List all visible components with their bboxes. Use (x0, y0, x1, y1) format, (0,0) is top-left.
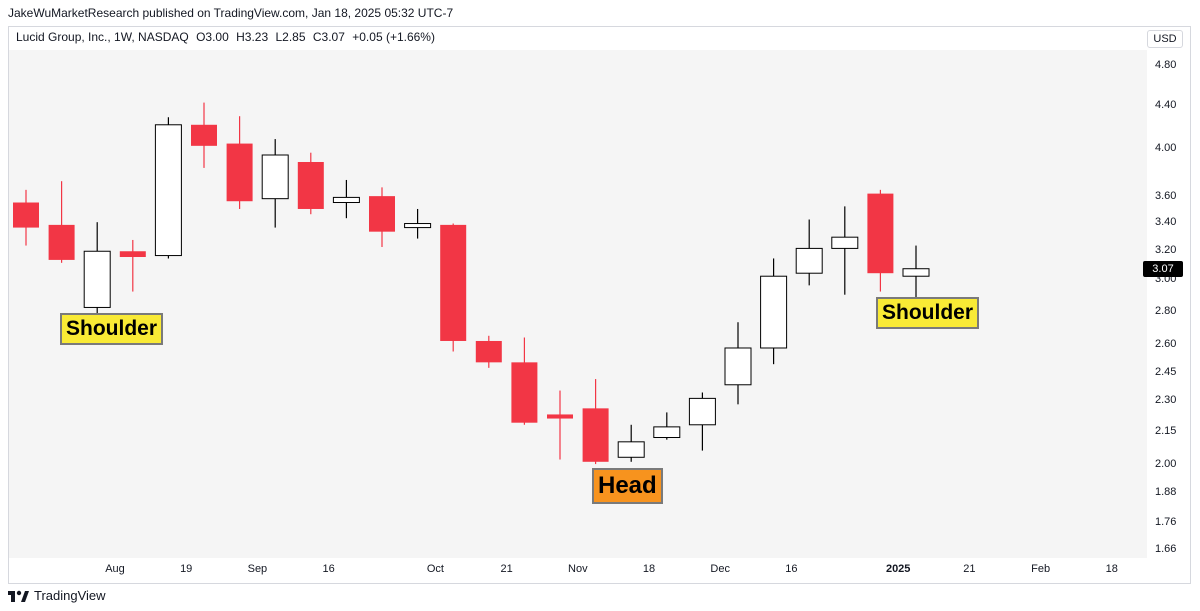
price-tick-label: 2.00 (1155, 458, 1177, 471)
candle-body[interactable] (48, 224, 75, 260)
candle-body[interactable] (83, 250, 111, 308)
candle-body[interactable] (653, 426, 681, 439)
currency-button[interactable]: USD (1147, 30, 1183, 48)
candle-body[interactable] (154, 124, 182, 257)
candle-body[interactable] (688, 397, 716, 426)
candle-body[interactable] (261, 154, 289, 200)
price-tick-label: 4.80 (1155, 59, 1177, 71)
legend-low: L2.85 (275, 30, 306, 44)
price-tick-label: 2.60 (1155, 338, 1177, 351)
chart-legend: Lucid Group, Inc., 1W, NASDAQ O3.00 H3.2… (16, 30, 439, 44)
price-tick-label: 2.15 (1155, 425, 1177, 438)
footer: TradingView (8, 588, 106, 603)
price-tick-label: 4.00 (1155, 142, 1177, 155)
time-tick-label: 21 (963, 563, 976, 575)
candle-body[interactable] (867, 193, 894, 274)
price-axis[interactable]: 4.80 4.40 4.00 3.60 3.40 3.20 3.00 2.80 2.60 2.45… (1147, 50, 1191, 560)
candle-body[interactable] (404, 223, 432, 229)
head-label: Head (592, 468, 663, 504)
candle-body[interactable] (582, 408, 609, 462)
time-tick-label: Oct (426, 563, 444, 575)
candle-body[interactable] (297, 161, 324, 209)
time-tick-label: Aug (105, 563, 125, 575)
time-tick-label: Dec (710, 563, 730, 575)
time-tick-label: Sep (247, 563, 268, 575)
price-tick-label: 2.45 (1155, 365, 1177, 378)
candle-body[interactable] (831, 236, 859, 249)
candle-body[interactable] (119, 251, 146, 258)
price-tick-label: 3.40 (1155, 216, 1177, 229)
price-tick-label: 1.66 (1155, 543, 1177, 555)
time-tick-label: 19 (180, 563, 193, 575)
right-shoulder-label: Shoulder (876, 297, 980, 329)
price-tick-label: 3.20 (1155, 243, 1177, 256)
candle-body[interactable] (760, 275, 788, 349)
time-tick-label: 2025 (885, 563, 911, 575)
price-tick-label: 3.60 (1155, 190, 1177, 203)
price-tick-label: 2.80 (1155, 304, 1177, 317)
last-price-badge: 3.07 (1143, 261, 1183, 277)
candle-body[interactable] (617, 441, 645, 458)
candle-body[interactable] (511, 362, 538, 423)
legend-symbol[interactable]: Lucid Group, Inc., 1W, NASDAQ (16, 30, 189, 44)
time-tick-label: 18 (1105, 563, 1118, 575)
time-tick-label: Nov (568, 563, 588, 575)
candle-body[interactable] (724, 347, 752, 386)
candle-body[interactable] (547, 414, 573, 419)
candle-body[interactable] (226, 143, 253, 202)
footer-brand[interactable]: TradingView (34, 588, 106, 603)
legend-high: H3.23 (236, 30, 269, 44)
time-tick-label: 16 (322, 563, 335, 575)
legend-open: O3.00 (196, 30, 229, 44)
left-shoulder-label: Shoulder (60, 313, 164, 345)
candle-body[interactable] (795, 247, 823, 274)
time-tick-label: 16 (785, 563, 798, 575)
candle-body[interactable] (475, 340, 502, 363)
candle-body[interactable] (440, 224, 467, 341)
candle-body[interactable] (332, 196, 360, 204)
price-tick-label: 2.30 (1155, 394, 1177, 407)
price-tick-label: 1.76 (1155, 516, 1177, 529)
legend-close: C3.07 (312, 30, 345, 44)
candle-body[interactable] (902, 268, 930, 277)
tradingview-logo-icon (8, 590, 29, 602)
time-tick-label: Feb (1031, 563, 1051, 575)
candle-body[interactable] (191, 124, 217, 146)
candle-body[interactable] (13, 202, 39, 228)
price-tick-label: 1.88 (1155, 486, 1177, 499)
candle-body[interactable] (369, 196, 395, 232)
price-tick-label: 4.40 (1155, 98, 1177, 111)
time-tick-label: 21 (500, 563, 513, 575)
time-tick-label: 18 (642, 563, 656, 575)
published-by-line: JakeWuMarketResearch published on Tradin… (8, 6, 454, 20)
legend-change: +0.05 (+1.66%) (352, 30, 435, 44)
